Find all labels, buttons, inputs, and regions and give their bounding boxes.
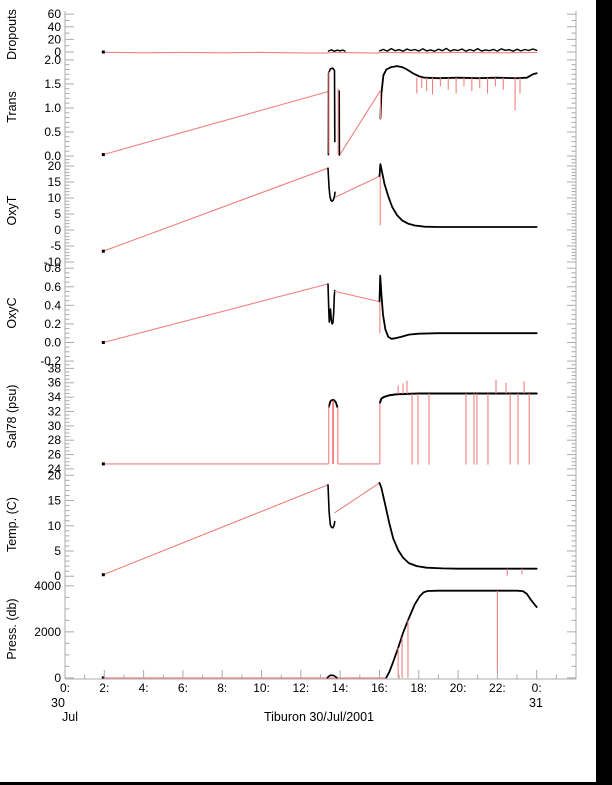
series-red-dropouts [102,51,538,54]
data-start-dot-trans [101,153,105,157]
x-tick-label: 10: [253,681,270,695]
y-tick-label: 40 [48,20,62,34]
y-axis-title-press: Press. (db) [5,598,19,659]
y-tick-label: 20 [48,32,62,46]
y-tick-label: 20 [48,159,62,173]
series-black-trans [379,65,538,120]
x-tick-label: 18: [410,681,427,695]
x-tick-label: 14: [332,681,349,695]
month-label: Jul [62,710,78,724]
chart-title: Tiburon 30/Jul/2001 [263,710,375,724]
series-red-oxyc [334,290,381,303]
series-red-temp [102,484,329,576]
y-tick-label: 0 [54,671,61,685]
y-tick-label: 15 [48,494,62,508]
y-tick-label: 34 [48,390,62,404]
series-black-temp [327,484,336,529]
series-red-oxyt [334,175,381,198]
data-start-dot-oxyt [101,249,105,253]
y-tick-label: 5 [54,207,61,221]
y-tick-label: 32 [48,404,62,418]
y-tick-label: 36 [48,376,62,390]
data-start-dot-temp [101,573,105,577]
series-red-temp [334,482,381,514]
y-tick-label: 5 [54,544,61,558]
y-tick-label: 2000 [34,625,61,639]
right-edge-bar [596,0,612,785]
x-tick-label: 4: [139,681,149,695]
y-tick-label: 0.0 [44,149,61,163]
y-tick-label: 15 [48,175,62,189]
x-tick-label: 22: [489,681,506,695]
series-black-temp [378,481,538,570]
y-axis-title-trans: Trans [5,91,19,123]
y-axis-title-sal78: Sal78 (psu) [5,385,19,449]
series-black-sal78 [378,392,538,404]
y-tick-label: 0.6 [44,280,61,294]
y-tick-label: 30 [48,419,62,433]
bottom-edge-bar [0,782,612,785]
series-black-dropouts [378,47,538,52]
series-black-press [385,589,538,679]
series-red-oxyc [102,283,329,344]
y-tick-label: 0.2 [44,317,61,331]
y-axis-title-oxyt: OxyT [5,195,19,225]
y-tick-label: 0 [54,223,61,237]
y-axis-title-dropouts: Dropouts [5,9,19,60]
y-tick-label: 0.5 [44,125,61,139]
data-start-dot-dropouts [101,50,105,54]
end-day-label: 31 [529,696,543,710]
y-tick-label: 38 [48,361,62,375]
y-tick-label: 0.8 [44,261,61,275]
series-black-sal78 [327,399,339,409]
series-black-oxyc [327,283,336,325]
x-tick-label: 6: [178,681,188,695]
series-black-oxyt [378,163,538,228]
x-tick-label: 20: [450,681,467,695]
series-black-press [326,674,338,679]
y-tick-label: 1.5 [44,77,61,91]
y-tick-label: 2.0 [44,53,61,67]
x-tick-label: 8: [217,681,227,695]
x-tick-label: 0: [60,681,70,695]
series-black-dropouts [327,49,346,52]
data-start-dot-sal78 [101,462,105,466]
y-tick-label: 1.0 [44,101,61,115]
y-tick-label: 10 [48,191,62,205]
series-black-oxyc [378,274,538,340]
series-red-trans [339,90,381,156]
y-tick-label: 0 [54,45,61,59]
x-tick-label: 16: [371,681,388,695]
y-tick-label: 0.0 [44,335,61,349]
series-black-oxyt [327,167,336,202]
series-red-trans [102,91,329,156]
x-tick-label: 12: [293,681,310,695]
y-axis-title-temp: Temp. (C) [5,497,19,552]
y-tick-label: 60 [48,7,62,21]
data-start-dot-oxyc [101,340,105,344]
data-start-dot-press [101,676,105,680]
y-tick-label: 20 [48,468,62,482]
y-axis-title-oxyc: OxyC [5,297,19,328]
y-tick-label: 0.4 [44,298,61,312]
y-tick-label: 4000 [34,579,61,593]
y-tick-label: 24 [48,462,62,476]
y-tick-label: -10 [44,255,62,269]
y-tick-label: 28 [48,433,62,447]
y-tick-label: -5 [50,239,61,253]
y-tick-label: -0.2 [40,354,61,368]
start-day-label: 30 [51,696,65,710]
series-red-oxyt [102,167,329,252]
x-tick-label: 0: [532,681,542,695]
y-tick-label: 0 [54,569,61,583]
x-tick-label: 2: [99,681,109,695]
y-tick-label: 10 [48,519,62,533]
y-tick-label: 26 [48,448,62,462]
